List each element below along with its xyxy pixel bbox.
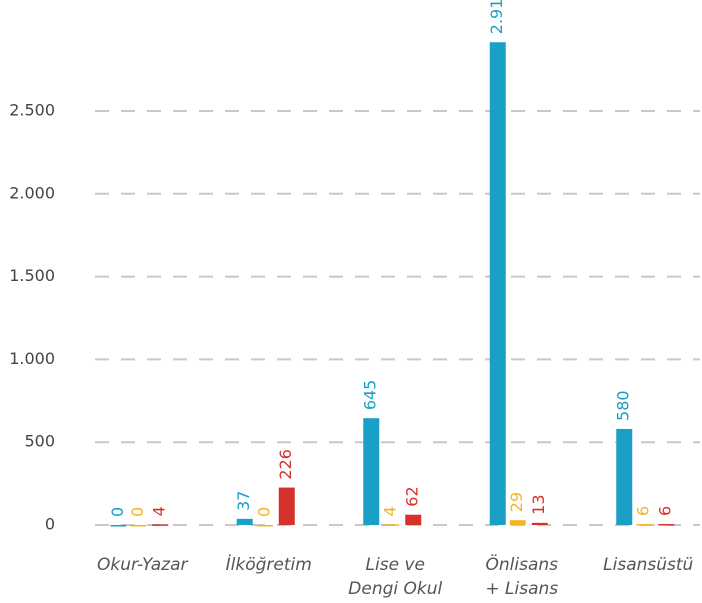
x-tick-label: + Lisans bbox=[485, 579, 558, 599]
x-tick-label: Okur-Yazar bbox=[97, 555, 189, 575]
x-tick-label: Önlisans bbox=[485, 553, 558, 575]
bar bbox=[256, 525, 273, 527]
bar bbox=[278, 487, 295, 525]
value-label: 6 bbox=[634, 506, 653, 516]
y-tick-label: 2.000 bbox=[9, 183, 55, 202]
bar bbox=[110, 525, 127, 527]
value-label: 62 bbox=[403, 486, 422, 506]
value-label: 2.915 bbox=[487, 0, 506, 34]
y-tick-label: 500 bbox=[24, 432, 55, 451]
x-tick-label: Dengi Okul bbox=[348, 579, 442, 599]
value-label: 580 bbox=[614, 390, 633, 421]
bar bbox=[236, 518, 253, 525]
x-tick-label: Lise ve bbox=[366, 555, 425, 575]
value-label: 6 bbox=[656, 506, 675, 516]
value-label: 0 bbox=[128, 507, 147, 517]
value-label: 0 bbox=[254, 507, 273, 517]
value-label: 29 bbox=[507, 492, 526, 512]
y-tick-label: 0 bbox=[45, 515, 55, 534]
bar bbox=[531, 522, 548, 525]
value-label: 37 bbox=[234, 491, 253, 511]
value-label: 4 bbox=[381, 506, 400, 516]
bar bbox=[383, 524, 400, 526]
x-tick-label: Lisansüstü bbox=[603, 555, 693, 575]
bar bbox=[509, 520, 526, 525]
value-label: 645 bbox=[361, 380, 380, 411]
bar bbox=[658, 524, 675, 526]
y-tick-label: 1.000 bbox=[9, 349, 55, 368]
value-label: 226 bbox=[276, 449, 295, 480]
bar bbox=[489, 42, 506, 525]
value-label: 0 bbox=[108, 507, 127, 517]
y-tick-label: 2.500 bbox=[9, 100, 55, 119]
bar bbox=[152, 524, 169, 526]
bar bbox=[616, 428, 633, 525]
value-label: 13 bbox=[529, 494, 548, 514]
bar bbox=[405, 514, 422, 525]
value-label: 4 bbox=[150, 506, 169, 516]
bar bbox=[636, 524, 653, 526]
x-tick-label: İlköğretim bbox=[226, 554, 312, 575]
bar bbox=[363, 418, 380, 525]
bar bbox=[130, 525, 147, 527]
y-tick-label: 1.500 bbox=[9, 266, 55, 285]
